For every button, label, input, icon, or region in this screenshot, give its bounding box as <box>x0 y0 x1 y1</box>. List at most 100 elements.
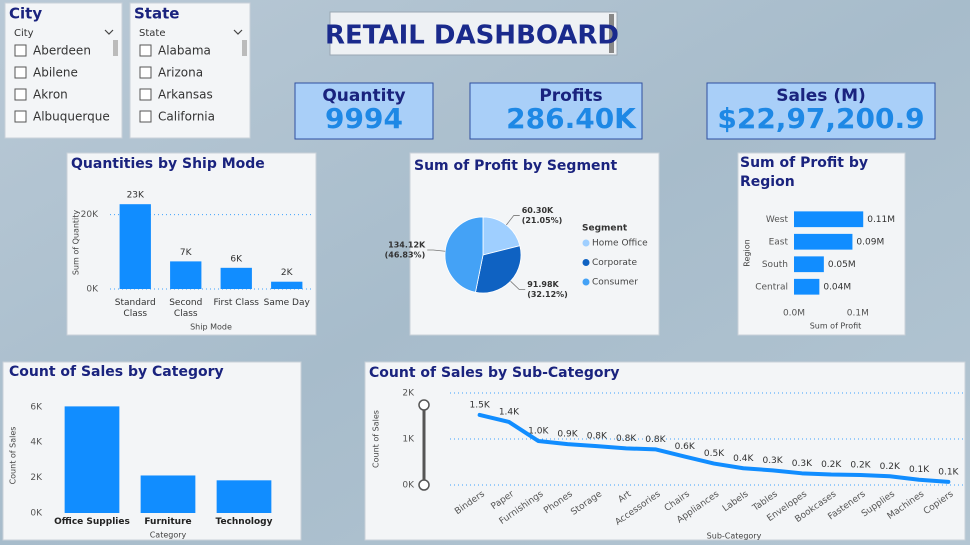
x-tick-label: 0.1M <box>847 309 869 319</box>
bar <box>216 480 272 513</box>
kpi-value: 286.40K <box>506 102 637 135</box>
y-tick-label: Central <box>755 282 788 292</box>
data-label: (32.12%) <box>527 290 568 299</box>
chart-title: Sum of Profit by Segment <box>414 158 617 174</box>
data-label: 7K <box>180 248 193 258</box>
data-label: 2K <box>281 268 294 278</box>
pie-slice <box>482 216 521 256</box>
data-label: 1.5K <box>470 400 491 410</box>
slider-handle[interactable] <box>418 399 430 411</box>
y-tick-label: 0K <box>30 509 43 519</box>
x-tick-label-box: Standard Class <box>114 298 156 319</box>
leader-line <box>427 249 446 252</box>
legend-title: Segment <box>582 224 628 234</box>
legend-marker <box>582 239 590 247</box>
legend-label[interactable]: Corporate <box>592 258 637 268</box>
chart-panel <box>66 152 317 336</box>
slider-handle[interactable] <box>418 479 430 491</box>
y-axis-title: Count of Sales <box>372 410 381 468</box>
slicer-item[interactable]: Abilene <box>33 66 78 80</box>
dashboard-title: RETAIL DASHBOARD <box>325 21 619 51</box>
slicer-item[interactable]: Albuquerque <box>33 110 110 124</box>
leader-line <box>506 215 520 226</box>
data-label: 1.4K <box>499 407 520 417</box>
slicer-checkbox[interactable] <box>14 110 27 123</box>
y-axis-title: Sum of Quantity <box>72 210 81 276</box>
chart-title: Quantities by Ship Mode <box>71 156 265 172</box>
data-label: 0.6K <box>675 442 696 452</box>
slicer-checkbox[interactable] <box>139 88 152 101</box>
slicer-header[interactable]: State <box>139 28 165 39</box>
slicer-item[interactable]: Arkansas <box>158 88 213 102</box>
scrollbar[interactable] <box>113 40 118 56</box>
slicer-title: State <box>134 5 179 23</box>
bar <box>794 256 824 273</box>
y-tick-label: 20K <box>81 210 99 220</box>
slicer-checkbox[interactable] <box>14 66 27 79</box>
line-series <box>477 412 951 484</box>
x-tick-label-box: First Class <box>213 298 259 308</box>
legend-label[interactable]: Consumer <box>592 278 638 288</box>
slicer-item[interactable]: Arizona <box>158 66 203 80</box>
slicer-item[interactable]: Alabama <box>158 44 211 58</box>
x-axis-title: Sum of Profit <box>810 322 862 331</box>
title-box <box>329 11 618 56</box>
data-label: 0.3K <box>762 456 783 466</box>
bar <box>794 211 864 228</box>
data-label: 0.2K <box>850 461 871 471</box>
y-tick-label: 1K <box>402 435 415 445</box>
data-label: 23K <box>127 191 145 201</box>
dropdown-chevron[interactable] <box>233 29 243 35</box>
bar <box>794 278 820 295</box>
kpi-card <box>469 82 643 140</box>
slicer-checkbox[interactable] <box>14 44 27 57</box>
data-label: 0.09M <box>856 237 884 247</box>
data-label: 134.12K <box>388 241 426 250</box>
bar <box>119 204 151 289</box>
data-label: 60.30K <box>522 206 554 215</box>
slicer-item[interactable]: Akron <box>33 88 68 102</box>
x-tick-label: Office Supplies <box>54 517 130 527</box>
data-label: (46.83%) <box>385 251 426 260</box>
slicer-item[interactable]: California <box>158 110 215 124</box>
slicer-checkbox[interactable] <box>139 44 152 57</box>
slicer-header[interactable]: City <box>14 28 34 39</box>
x-tick-label: First Class <box>213 298 259 308</box>
y-tick-label: East <box>769 237 789 247</box>
bar <box>64 406 120 513</box>
y-tick-label: 4K <box>30 438 43 448</box>
x-tick-label: Standard Class <box>114 298 156 319</box>
slicer-checkbox[interactable] <box>139 66 152 79</box>
scrollbar[interactable] <box>242 40 247 56</box>
legend-label[interactable]: Home Office <box>592 239 648 249</box>
y-tick-label: 0K <box>402 481 415 491</box>
y-axis-title: Count of Sales <box>9 427 18 485</box>
x-axis-title: Sub-Category <box>707 532 762 541</box>
y-tick-label: 2K <box>30 473 43 483</box>
kpi-card <box>294 82 434 140</box>
x-tick-label: Furniture <box>144 517 192 527</box>
bar <box>271 281 303 289</box>
dropdown-chevron[interactable] <box>104 29 114 35</box>
slicer-checkbox[interactable] <box>139 110 152 123</box>
slicer-item[interactable]: Aberdeen <box>33 44 91 58</box>
kpi-label: Sales (M) <box>776 86 866 106</box>
data-label: 6K <box>230 254 243 264</box>
x-tick-label: Technology <box>215 517 273 527</box>
legend-marker <box>582 259 590 266</box>
y-tick-label: 0K <box>86 285 99 295</box>
slicer-title: City <box>9 5 42 23</box>
kpi-card <box>706 82 936 140</box>
data-label: 0.9K <box>557 430 578 440</box>
y-tick-label: South <box>762 260 788 270</box>
data-label: 0.04M <box>823 282 851 292</box>
data-label: 0.8K <box>645 435 666 445</box>
slicer-checkbox[interactable] <box>14 88 27 101</box>
bar <box>140 475 196 513</box>
data-label: 0.1K <box>938 467 959 477</box>
x-tick-label-box: Office Supplies <box>54 517 130 527</box>
chart-title: Count of Sales by Sub-Category <box>369 365 620 381</box>
x-tick-label-box: Furniture <box>144 517 192 527</box>
